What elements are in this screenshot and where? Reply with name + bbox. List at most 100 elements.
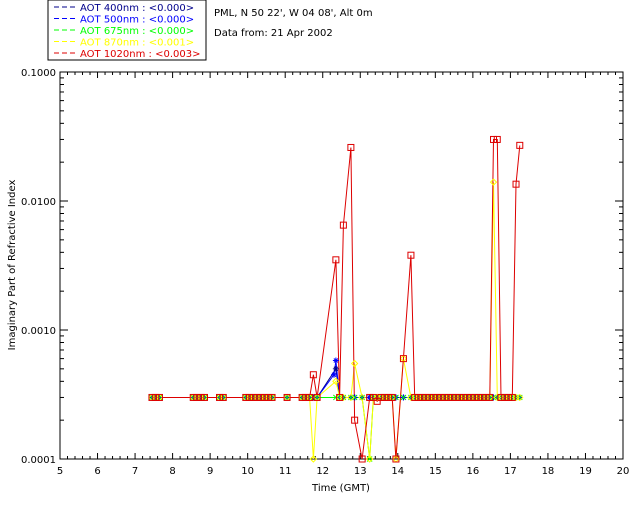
data-point	[426, 393, 434, 401]
data-point	[249, 393, 257, 401]
site-info: PML, N 50 22', W 04 08', Alt 0m	[214, 8, 373, 19]
x-tick-label: 13	[354, 466, 367, 477]
data-point	[253, 393, 261, 401]
x-tick-label: 20	[617, 466, 630, 477]
data-point	[490, 135, 498, 143]
data-point	[332, 357, 339, 364]
date-info: Data from: 21 Apr 2002	[214, 28, 333, 39]
data-point	[463, 393, 471, 401]
data-point	[339, 221, 347, 229]
x-axis-label: Time (GMT)	[311, 483, 370, 494]
data-point	[330, 371, 337, 378]
legend-entry: AOT 1020nm : <0.003>	[54, 49, 200, 60]
x-tick-label: 8	[169, 466, 175, 477]
data-point	[306, 393, 314, 401]
legend: AOT 400nm : <0.000>AOT 500nm : <0.000>AO…	[47, 0, 207, 61]
data-point	[347, 143, 355, 151]
data-point	[377, 393, 385, 401]
x-tick-label: 15	[429, 466, 442, 477]
data-point	[429, 393, 437, 401]
x-tick-label: 6	[94, 466, 100, 477]
data-point	[216, 393, 224, 401]
data-point	[332, 377, 340, 386]
data-point	[373, 397, 381, 405]
data-point	[366, 393, 374, 401]
data-point	[309, 455, 318, 463]
x-tick-label: 5	[57, 466, 63, 477]
data-point	[336, 393, 344, 401]
data-point	[257, 393, 265, 401]
data-point	[441, 393, 449, 401]
data-point	[332, 365, 339, 372]
data-point	[486, 393, 494, 401]
legend-label: AOT 675nm : <0.000>	[80, 26, 194, 37]
data-point	[350, 359, 359, 368]
data-point	[268, 393, 276, 401]
data-point	[471, 393, 479, 401]
series-lines	[152, 139, 521, 460]
data-point	[478, 393, 486, 401]
data-point	[381, 393, 389, 401]
data-point	[456, 393, 464, 401]
legend-label: AOT 870nm : <0.001>	[80, 38, 194, 49]
legend-entry: AOT 500nm : <0.000>	[54, 15, 194, 26]
data-point	[459, 393, 467, 401]
data-point	[332, 256, 340, 264]
data-point	[351, 394, 358, 401]
data-point	[388, 393, 396, 401]
x-tick-label: 7	[132, 466, 138, 477]
series-markers	[148, 135, 524, 463]
series-line-3	[152, 182, 520, 460]
data-point	[283, 393, 291, 401]
data-point	[193, 393, 201, 401]
data-point	[393, 394, 399, 401]
y-tick-label: 0.0001	[21, 455, 56, 466]
data-point	[298, 393, 306, 401]
axis-ticks: 5 6 7 8 9 10 11 12 13 14 15 16 17 18 19 20 0.0001 0.0010 0…	[21, 68, 629, 477]
data-point	[155, 393, 163, 401]
x-tick-label: 10	[241, 466, 254, 477]
data-point	[433, 393, 441, 401]
data-point	[246, 393, 254, 401]
legend-label: AOT 400nm : <0.000>	[80, 3, 194, 14]
x-tick-label: 9	[207, 466, 213, 477]
data-point	[516, 141, 524, 149]
data-point	[422, 393, 430, 401]
x-tick-label: 18	[542, 466, 555, 477]
series-line-2	[152, 397, 520, 460]
data-point	[347, 393, 355, 402]
data-point	[201, 393, 209, 401]
data-point	[313, 393, 321, 401]
data-point	[414, 393, 422, 401]
y-tick-label: 0.0010	[21, 326, 56, 337]
data-point	[516, 393, 524, 402]
legend-label: AOT 500nm : <0.000>	[80, 15, 194, 26]
data-point	[497, 393, 505, 401]
data-point	[474, 393, 482, 401]
data-point	[384, 393, 392, 401]
legend-entry: AOT 675nm : <0.000>	[54, 26, 194, 37]
data-point	[189, 393, 197, 401]
x-tick-label: 16	[466, 466, 479, 477]
data-point	[399, 355, 407, 363]
x-tick-label: 12	[316, 466, 329, 477]
x-tick-label: 17	[504, 466, 517, 477]
data-point	[418, 393, 426, 401]
data-point	[512, 180, 520, 188]
data-point	[351, 416, 359, 424]
data-point	[242, 393, 250, 401]
data-point	[152, 393, 160, 401]
legend-entry: AOT 400nm : <0.000>	[54, 3, 194, 14]
legend-label: AOT 1020nm : <0.003>	[80, 49, 200, 60]
data-point	[437, 393, 445, 401]
x-tick-label: 19	[579, 466, 592, 477]
data-point	[358, 393, 366, 402]
data-point	[493, 135, 501, 143]
legend-entry: AOT 870nm : <0.001>	[54, 38, 194, 49]
data-point	[369, 393, 377, 401]
data-point	[358, 455, 366, 463]
data-point	[501, 393, 509, 401]
data-point	[302, 393, 310, 401]
data-point	[467, 393, 475, 401]
